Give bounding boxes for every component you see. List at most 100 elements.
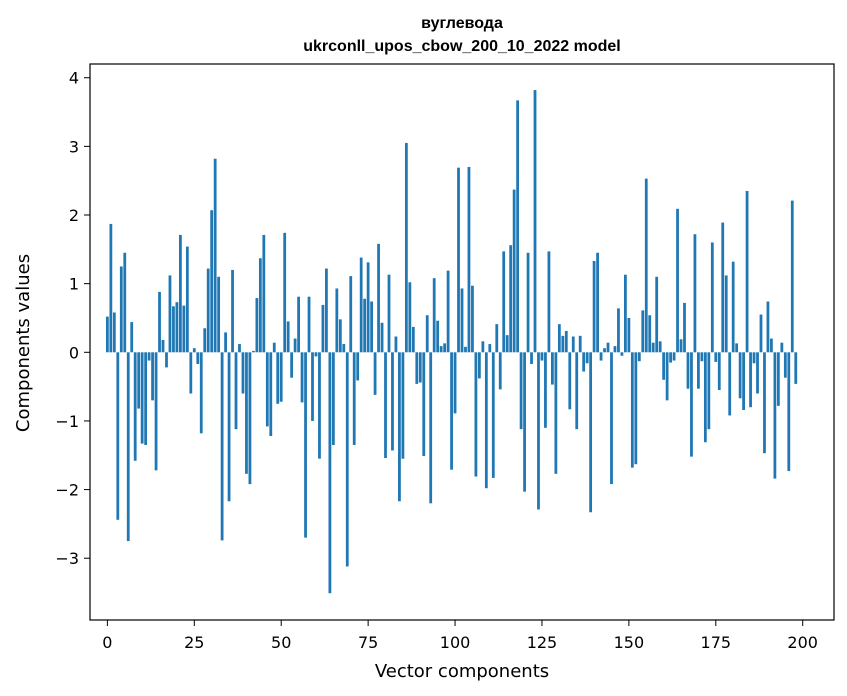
bar-117 — [512, 189, 516, 353]
bar-29 — [206, 268, 210, 353]
bar-144 — [606, 342, 610, 353]
bar-192 — [773, 352, 777, 479]
bar-163 — [672, 352, 676, 361]
bar-98 — [446, 270, 450, 353]
bar-90 — [418, 352, 422, 383]
y-tick-label: −1 — [55, 412, 79, 431]
bar-61 — [318, 352, 321, 459]
chart-title: вуглевода — [421, 15, 503, 32]
bar-169 — [693, 234, 697, 353]
bar-74 — [363, 298, 367, 353]
bar-8 — [133, 352, 137, 461]
bar-65 — [331, 352, 335, 445]
bar-120 — [523, 352, 526, 492]
bar-34 — [224, 332, 227, 353]
bar-7 — [130, 322, 134, 353]
bar-130 — [557, 324, 561, 353]
bar-145 — [610, 352, 613, 485]
bar-184 — [745, 190, 749, 353]
bar-190 — [766, 301, 770, 353]
bar-28 — [203, 328, 207, 353]
bar-4 — [119, 266, 123, 353]
bar-56 — [300, 352, 304, 403]
bar-51 — [283, 232, 287, 353]
bar-50 — [279, 352, 283, 402]
bar-160 — [662, 352, 666, 380]
bar-42 — [252, 350, 255, 353]
bar-175 — [714, 352, 718, 362]
x-tick-label: 200 — [787, 633, 818, 652]
y-tick-label: 0 — [69, 343, 79, 362]
bar-168 — [690, 352, 693, 457]
bar-112 — [495, 324, 499, 353]
bar-149 — [624, 274, 627, 353]
bar-44 — [258, 258, 262, 353]
bar-81 — [387, 274, 391, 353]
bar-157 — [651, 342, 655, 353]
bar-19 — [172, 306, 175, 353]
bar-138 — [585, 352, 589, 364]
x-tick-label: 75 — [358, 633, 378, 652]
bar-165 — [679, 339, 683, 353]
bar-177 — [721, 222, 725, 353]
x-axis-ticks: 0 25 50 75 100 125 150 175 200 — [102, 620, 818, 652]
bar-111 — [491, 352, 495, 478]
bar-126 — [544, 352, 547, 428]
y-axis-ticks: −3 −2 −1 0 1 2 3 4 — [55, 69, 90, 568]
bar-129 — [554, 352, 558, 474]
bar-159 — [658, 341, 662, 353]
bar-136 — [578, 335, 582, 353]
bar-85 — [401, 352, 405, 459]
bar-12 — [147, 352, 151, 361]
bar-125 — [540, 352, 544, 361]
x-tick-label: 125 — [527, 633, 558, 652]
bar-72 — [356, 352, 360, 381]
bar-93 — [429, 352, 433, 504]
x-tick-label: 100 — [440, 633, 471, 652]
bar-55 — [297, 296, 300, 353]
bar-17 — [165, 352, 168, 368]
bar-70 — [349, 276, 353, 353]
bar-79 — [380, 322, 384, 353]
bar-99 — [450, 352, 453, 470]
bar-172 — [703, 352, 707, 443]
bar-48 — [272, 342, 276, 353]
bar-11 — [144, 352, 148, 445]
bar-148 — [620, 352, 624, 356]
bar-91 — [422, 352, 426, 456]
bar-196 — [787, 352, 791, 472]
x-tick-label: 150 — [614, 633, 645, 652]
bar-89 — [415, 352, 419, 384]
bar-64 — [328, 352, 332, 594]
bar-15 — [158, 291, 161, 353]
bar-38 — [238, 344, 241, 353]
bar-84 — [398, 352, 401, 502]
bar-36 — [231, 269, 234, 353]
bar-191 — [770, 338, 773, 353]
bar-180 — [731, 261, 735, 353]
y-tick-label: 2 — [69, 206, 79, 225]
bar-9 — [137, 352, 141, 409]
bar-134 — [571, 336, 575, 353]
bar-179 — [728, 352, 732, 416]
bar-35 — [227, 352, 231, 502]
bar-63 — [325, 268, 328, 353]
chart-subtitle: ukrconll_upos_cbow_200_10_2022 model — [303, 38, 620, 55]
bar-189 — [763, 352, 766, 454]
bar-115 — [505, 335, 509, 353]
bar-25 — [192, 348, 196, 353]
bar-164 — [676, 208, 679, 353]
bar-26 — [196, 352, 200, 364]
bar-198 — [794, 352, 798, 384]
bar-108 — [481, 341, 485, 353]
bar-33 — [220, 352, 224, 541]
bar-32 — [217, 276, 221, 353]
bar-62 — [321, 304, 325, 353]
bar-95 — [436, 320, 440, 353]
bar-46 — [265, 352, 269, 427]
bar-75 — [366, 262, 370, 353]
y-axis-label: Components values — [13, 254, 34, 432]
bar-142 — [599, 352, 603, 361]
bar-86 — [404, 142, 408, 353]
bar-52 — [286, 321, 290, 353]
